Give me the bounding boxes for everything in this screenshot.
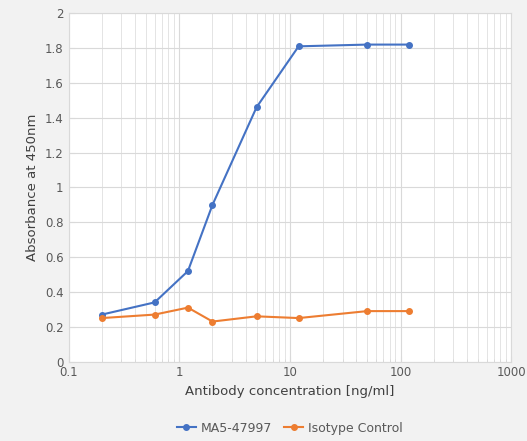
MA5-47997	[253, 105, 260, 110]
Isotype Control	[151, 312, 158, 317]
MA5-47997	[406, 42, 413, 47]
MA5-47997	[296, 44, 302, 49]
Y-axis label: Absorbance at 450nm: Absorbance at 450nm	[26, 114, 40, 261]
Line: MA5-47997: MA5-47997	[99, 42, 412, 318]
Isotype Control	[296, 315, 302, 321]
Line: Isotype Control: Isotype Control	[99, 305, 412, 324]
X-axis label: Antibody concentration [ng/ml]: Antibody concentration [ng/ml]	[185, 385, 395, 398]
MA5-47997	[151, 300, 158, 305]
Legend: MA5-47997, Isotype Control: MA5-47997, Isotype Control	[172, 417, 408, 440]
MA5-47997	[185, 269, 191, 274]
MA5-47997	[99, 312, 105, 317]
Isotype Control	[209, 319, 216, 324]
MA5-47997	[209, 202, 216, 208]
Isotype Control	[364, 308, 370, 314]
Isotype Control	[99, 315, 105, 321]
Isotype Control	[406, 308, 413, 314]
Isotype Control	[185, 305, 191, 310]
Isotype Control	[253, 314, 260, 319]
MA5-47997	[364, 42, 370, 47]
